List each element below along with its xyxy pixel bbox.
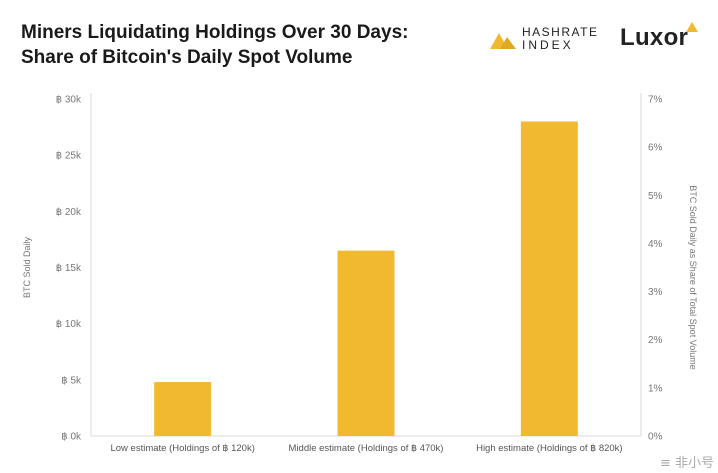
y2-tick-label: 1%	[648, 383, 663, 394]
x-category-label: Low estimate (Holdings of ฿ 120k)	[110, 443, 254, 454]
y-tick-label: ฿ 5k	[61, 375, 82, 386]
y-tick-label: ฿ 25k	[56, 151, 82, 162]
y2-tick-label: 5%	[648, 191, 663, 202]
y2-tick-label: 7%	[648, 95, 663, 106]
y2-tick-label: 2%	[648, 335, 663, 346]
hashrate-mountain-icon	[490, 33, 516, 49]
watermark: ≡ 非小号	[659, 456, 714, 471]
y-tick-label: ฿ 20k	[56, 207, 82, 218]
x-category-label: Middle estimate (Holdings of ฿ 470k)	[289, 443, 444, 454]
x-category-label: High estimate (Holdings of ฿ 820k)	[476, 443, 623, 454]
y2-axis-label: BTC Sold Daily as Share of Total Spot Vo…	[688, 185, 698, 369]
y-tick-label: ฿ 15k	[56, 263, 82, 274]
y-tick-label: ฿ 10k	[56, 319, 82, 330]
luxor-triangle-icon	[686, 22, 698, 32]
y2-tick-label: 0%	[648, 432, 663, 443]
bar	[337, 250, 395, 436]
y-tick-label: ฿ 0k	[61, 432, 82, 443]
hashrate-logo-text: HASHRATE	[522, 25, 599, 39]
bar	[520, 121, 578, 436]
y-tick-label: ฿ 30k	[56, 95, 82, 106]
y2-tick-label: 6%	[648, 143, 663, 154]
index-logo-text: INDEX	[522, 38, 574, 52]
y2-tick-label: 3%	[648, 287, 663, 298]
y-axis-label: BTC Sold Daily	[22, 236, 32, 298]
y2-tick-label: 4%	[648, 239, 663, 250]
luxor-logo: Luxor	[620, 24, 689, 51]
chart-title: Miners Liquidating Holdings Over 30 Days…	[21, 22, 409, 68]
bar	[154, 382, 212, 436]
